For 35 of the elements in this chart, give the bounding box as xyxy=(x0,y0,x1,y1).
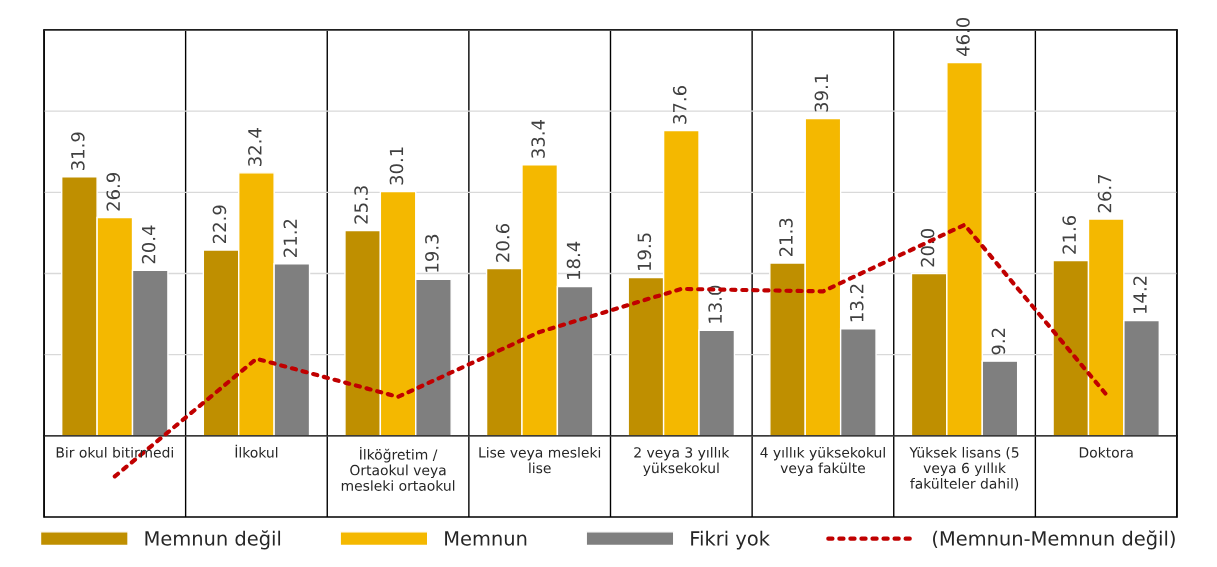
data-label: 26.7 xyxy=(1097,174,1112,213)
x-tick-label: Bir okul bitirmedi xyxy=(56,446,173,458)
data-label: 46.0 xyxy=(956,17,970,57)
legend-label: Memnun değil xyxy=(145,530,281,550)
data-label: 18.4 xyxy=(566,241,581,279)
x-tick-label: İlköğretim / Ortaokul veya mesleki ortaokul xyxy=(341,446,455,491)
data-label: 20.6 xyxy=(495,224,510,262)
legend-label: (Memnun-Memnun değil) xyxy=(933,530,1175,550)
data-label: 19.3 xyxy=(425,234,439,272)
data-label: 30.1 xyxy=(389,147,404,185)
data-label: 13.2 xyxy=(849,284,864,322)
data-label: 20.4 xyxy=(141,225,156,264)
data-label: 32.4 xyxy=(248,128,262,166)
data-label: 22.9 xyxy=(212,205,227,244)
data-label: 31.9 xyxy=(70,132,85,170)
legend-label: Memnun xyxy=(445,531,527,546)
data-label: 25.3 xyxy=(354,186,368,224)
x-tick-label: Lise veya mesleki lise xyxy=(479,446,601,474)
data-label: 33.4 xyxy=(531,119,545,158)
x-tick-label: Doktora xyxy=(1079,446,1133,458)
data-label: 21.3 xyxy=(779,218,793,257)
legend-label: Fikri yok xyxy=(691,530,770,550)
data-label: 26.9 xyxy=(106,173,121,211)
data-label: 20.0 xyxy=(920,228,935,267)
data-label: 21.2 xyxy=(283,219,297,257)
x-tick-label: Yüksek lisans (5 veya 6 yıllık fakülteler dahil) xyxy=(909,446,1019,491)
x-tick-label: 2 veya 3 yıllık yüksekokul xyxy=(634,446,730,476)
data-label: 19.5 xyxy=(637,233,652,271)
data-label: 9.2 xyxy=(991,328,1006,355)
data-label: 14.2 xyxy=(1133,276,1147,314)
data-label: 39.1 xyxy=(814,74,829,112)
data-label: 21.6 xyxy=(1062,215,1077,254)
data-label: 37.6 xyxy=(672,86,687,124)
x-tick-label: İlkokul xyxy=(235,444,278,458)
x-tick-label: 4 yıllık yüksekokul veya fakülte xyxy=(760,446,885,476)
